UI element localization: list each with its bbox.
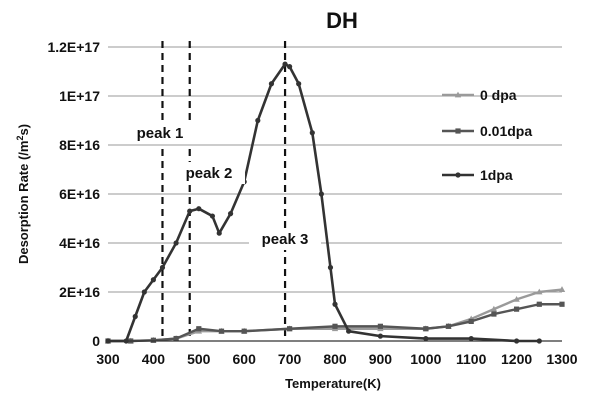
y-tick-label: 6E+16	[59, 186, 100, 202]
x-tick-label: 1100	[456, 351, 487, 367]
data-point	[241, 328, 247, 334]
data-point	[445, 323, 452, 329]
x-tick-label: 600	[233, 351, 257, 367]
chart-title: DH	[326, 8, 358, 33]
data-point	[468, 335, 474, 342]
y-tick-labels: 0 2E+16 4E+16 6E+16 8E+16 1E+17 1.2E+17	[47, 39, 100, 349]
y-tick-label: 4E+16	[59, 235, 100, 251]
legend-marker	[455, 128, 461, 134]
data-point	[377, 323, 383, 329]
legend-label: 0.01dpa	[480, 123, 532, 139]
data-point	[296, 81, 302, 87]
legend-marker	[455, 172, 461, 178]
x-tick-label: 900	[369, 351, 393, 367]
x-tick-label: 500	[187, 351, 211, 367]
data-point	[491, 311, 497, 317]
data-point	[346, 328, 352, 334]
legend-label: 1dpa	[480, 167, 513, 183]
y-tick-label: 2E+16	[59, 284, 100, 300]
data-point	[255, 117, 261, 124]
data-point	[159, 264, 166, 271]
y-tick-label: 1E+17	[59, 88, 100, 104]
data-point	[536, 288, 543, 295]
annotations: peak 1 peak 2 peak 3	[124, 122, 321, 250]
data-point	[513, 295, 520, 302]
x-tick-label: 300	[96, 351, 120, 367]
data-point	[332, 323, 338, 329]
data-point	[141, 289, 147, 295]
data-point	[268, 81, 275, 87]
data-point	[309, 130, 315, 136]
annotation-label: peak 2	[186, 165, 233, 182]
legend-label: 0 dpa	[480, 87, 517, 103]
x-tick-label: 1000	[410, 351, 441, 367]
y-axis-label-base: Desorption Rate (/m	[16, 141, 31, 265]
annotation-bg	[124, 122, 196, 144]
data-point	[150, 277, 156, 283]
data-point	[173, 335, 179, 342]
data-point	[423, 326, 429, 332]
x-tick-label: 700	[278, 351, 302, 367]
x-tick-label: 1300	[546, 351, 577, 367]
x-tick-labels: 300 400 500 600 700 800 900 1000 1100 1200 1300	[96, 351, 577, 367]
data-point	[216, 230, 222, 236]
data-point	[132, 313, 138, 320]
data-point	[196, 206, 202, 212]
annotation-bg	[249, 228, 321, 250]
data-point	[490, 305, 498, 312]
data-point	[282, 61, 288, 67]
data-point	[468, 318, 474, 324]
data-point	[423, 335, 429, 342]
data-point	[209, 213, 216, 219]
gridlines	[108, 46, 562, 293]
y-tick-label: 8E+16	[59, 137, 100, 153]
x-axis-label: Temperature(K)	[285, 376, 381, 391]
series-line	[108, 62, 540, 343]
data-point	[173, 240, 179, 246]
annotation-label: peak 3	[262, 231, 309, 248]
peak-lines	[161, 41, 287, 341]
data-point	[187, 208, 193, 214]
data-point	[287, 326, 293, 332]
y-tick-label: 1.2E+17	[47, 39, 100, 55]
y-axis-label-tail: s)	[16, 124, 31, 136]
legend: 0 dpa 0.01dpa 1dpa	[442, 87, 532, 183]
data-point	[377, 333, 383, 339]
data-point	[150, 337, 156, 343]
data-point	[536, 301, 542, 307]
annotation-label: peak 1	[137, 125, 184, 142]
annotation-bg	[173, 162, 245, 184]
data-point	[318, 191, 324, 197]
data-point	[558, 286, 566, 292]
y-tick-label: 0	[92, 333, 100, 349]
y-axis-label-sup: 2	[15, 136, 25, 141]
x-tick-label: 1200	[501, 351, 532, 367]
data-point	[196, 326, 202, 332]
y-axis-label: Desorption Rate (/m2s)	[15, 124, 31, 264]
data-point	[287, 64, 293, 70]
series-3	[105, 61, 542, 344]
data-point	[332, 301, 338, 307]
x-tick-label: 800	[323, 351, 347, 367]
x-tick-label: 400	[142, 351, 166, 367]
legend-marker	[454, 91, 462, 98]
data-point	[327, 264, 334, 271]
data-point	[514, 306, 520, 312]
data-point	[218, 328, 225, 334]
data-point	[227, 211, 234, 217]
data-point	[559, 301, 565, 307]
